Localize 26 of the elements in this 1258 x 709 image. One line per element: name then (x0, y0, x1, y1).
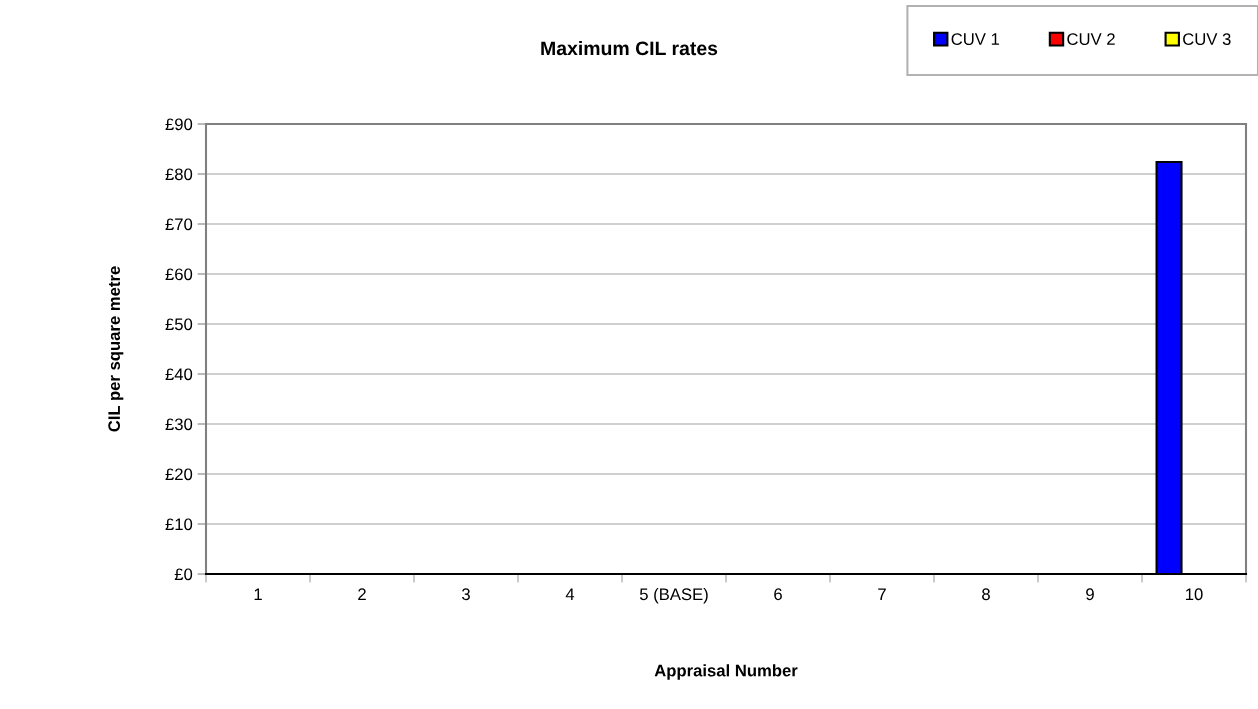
y-tick-label: £0 (174, 568, 193, 581)
y-tick-label: £60 (165, 268, 193, 281)
x-tick-label: 6 (774, 588, 782, 601)
y-tick-label: £10 (165, 518, 193, 531)
y-tick-label: £50 (165, 318, 193, 331)
y-tick-label: £20 (165, 468, 193, 481)
x-tick-label: 1 (254, 588, 262, 600)
x-tick-label: 5 (BASE) (639, 587, 708, 604)
legend-label: CUV 3 (1183, 33, 1231, 45)
y-tick-label: £80 (165, 168, 193, 181)
y-tick-label: £40 (165, 368, 193, 381)
x-tick-label: 3 (462, 588, 470, 601)
y-tick-label: £90 (165, 118, 193, 131)
legend-label: CUV 1 (951, 33, 1000, 45)
y-tick-label: £30 (165, 418, 193, 431)
x-axis-title: Appraisal Number (654, 664, 798, 680)
x-tick-label: 2 (358, 588, 366, 600)
chart-title: Maximum CIL rates (541, 40, 718, 56)
x-tick-label: 10 (1186, 588, 1203, 601)
x-tick-label: 7 (878, 588, 886, 600)
x-tick-label: 8 (982, 588, 990, 601)
legend-label: CUV 2 (1067, 33, 1115, 45)
y-axis-title: CIL per square metre (108, 266, 124, 432)
x-tick-label: 9 (1086, 588, 1094, 601)
x-tick-label: 4 (565, 588, 575, 600)
y-tick-label: £70 (165, 218, 193, 231)
